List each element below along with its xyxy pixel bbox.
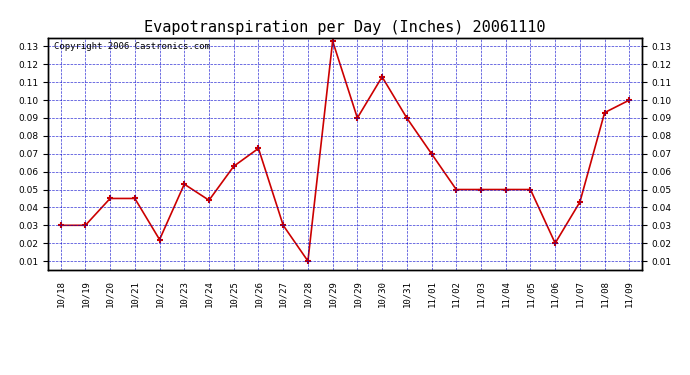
Title: Evapotranspiration per Day (Inches) 20061110: Evapotranspiration per Day (Inches) 2006…: [144, 20, 546, 35]
Text: Copyright 2006 Castronics.com: Copyright 2006 Castronics.com: [55, 42, 210, 51]
